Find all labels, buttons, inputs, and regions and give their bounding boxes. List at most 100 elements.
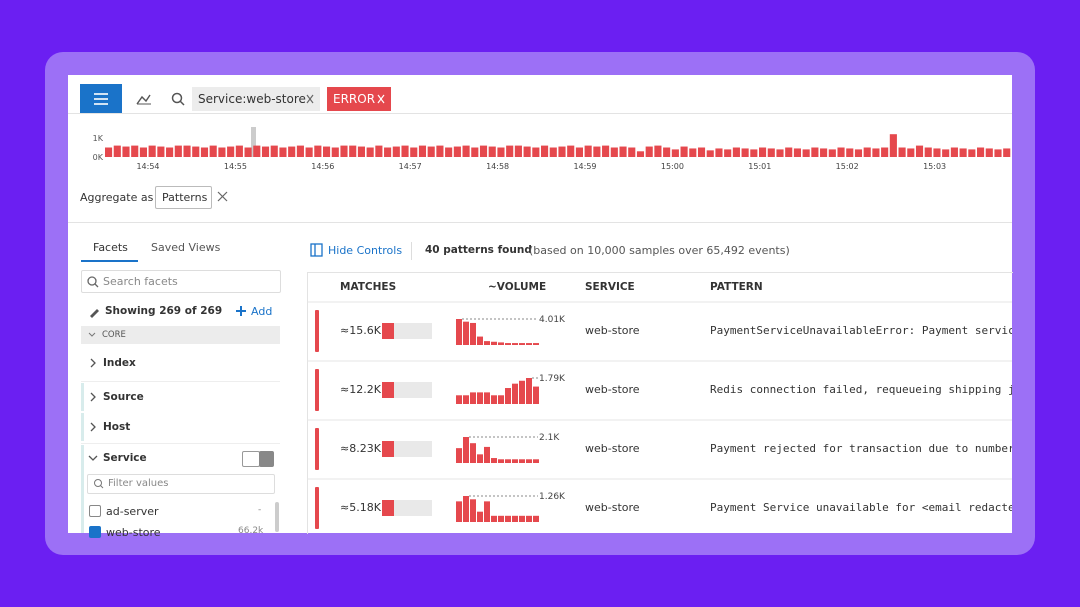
matches-fill [382, 323, 394, 339]
bar [732, 147, 740, 157]
volume-bar [456, 395, 462, 404]
hide-controls[interactable]: Hide Controls [328, 244, 403, 257]
volume-bar [484, 392, 490, 404]
bar [759, 147, 767, 157]
aggregate-select[interactable] [155, 186, 212, 209]
bar [881, 147, 889, 157]
bar [567, 145, 575, 157]
checkbox[interactable] [89, 526, 101, 538]
bar [959, 148, 967, 157]
bar [288, 146, 296, 157]
x-tick-label: 15:01 [748, 162, 771, 171]
found-count: 40 patterns found [425, 244, 532, 256]
bar [802, 149, 810, 157]
volume-bar [456, 448, 462, 463]
volume-bar [533, 459, 539, 463]
volume-bar [477, 392, 483, 404]
volume-bar [498, 459, 504, 463]
volume-bar [526, 459, 532, 463]
volume-bar [470, 499, 476, 522]
volume-bar [512, 343, 518, 345]
matches-fill [382, 500, 394, 516]
matches: ≈12.2K [340, 383, 381, 396]
peak-label: 4.01K [539, 315, 566, 325]
tab[interactable]: Saved Views [151, 241, 221, 254]
bar [261, 146, 270, 157]
volume-bar [512, 459, 518, 463]
chip[interactable] [192, 87, 320, 111]
volume-bar [505, 388, 511, 404]
facet[interactable]: Index [103, 357, 136, 369]
bar [942, 149, 950, 157]
volume-bar [491, 341, 497, 345]
facet-marker [81, 383, 84, 411]
facet-marker [81, 413, 84, 441]
bar [863, 147, 871, 157]
facet-value: ad-server [106, 505, 159, 518]
bar [977, 147, 985, 157]
volume-bar [505, 459, 511, 463]
bar [200, 147, 209, 157]
bar [427, 146, 435, 157]
bar [514, 145, 522, 157]
showing-count: Showing 269 of 269 [105, 305, 223, 317]
search-box[interactable] [81, 270, 281, 293]
service: web-store [585, 501, 640, 514]
bar [933, 148, 941, 157]
x-tick-label: 14:56 [311, 162, 334, 171]
x-tick-label: 14:54 [136, 162, 159, 171]
aggregate-value: Patterns [162, 191, 208, 204]
matches-track [382, 382, 432, 398]
bar [497, 147, 505, 157]
filter-box[interactable] [87, 474, 275, 494]
volume-bar [519, 459, 525, 463]
volume-bar [456, 501, 462, 522]
service: web-store [585, 383, 640, 396]
bar [331, 147, 339, 157]
facet-marker [81, 445, 84, 533]
x-tick-label: 15:02 [836, 162, 859, 171]
bar [375, 145, 383, 157]
volume-bar [498, 342, 504, 345]
matches-track [382, 441, 432, 457]
bar [950, 147, 958, 157]
bar [436, 145, 444, 157]
volume-bar [484, 446, 490, 463]
volume-bar [519, 343, 525, 345]
bar [985, 148, 993, 157]
bar [174, 145, 182, 157]
bar [462, 145, 470, 157]
bar [715, 148, 723, 157]
bar [680, 146, 688, 157]
facet[interactable]: Host [103, 421, 131, 433]
bar [889, 134, 897, 157]
bar [183, 145, 191, 157]
bar [628, 147, 636, 157]
bar [209, 145, 217, 157]
checkbox[interactable] [89, 505, 101, 517]
bar [619, 146, 627, 157]
facet[interactable]: Source [103, 391, 144, 403]
bar [279, 147, 287, 157]
bar [410, 147, 418, 157]
bar [244, 147, 252, 157]
facet[interactable]: Service [103, 452, 147, 464]
bar [924, 147, 932, 157]
volume-bar [526, 378, 532, 404]
bar [305, 147, 313, 157]
bar [671, 149, 679, 157]
add-button[interactable]: Add [251, 305, 273, 318]
y-tick-label: 0K [93, 153, 104, 162]
bar [549, 147, 557, 157]
bar [793, 148, 801, 157]
volume-bar [491, 458, 497, 463]
aggregate-label: Aggregate as [80, 191, 154, 204]
bar [689, 148, 697, 157]
clear-button[interactable] [259, 451, 274, 467]
bar [366, 147, 374, 157]
tab[interactable]: Facets [93, 241, 128, 254]
bar [296, 145, 304, 157]
bar [541, 145, 549, 157]
pattern: PaymentServiceUnavailableError: Payment … [710, 324, 1012, 337]
